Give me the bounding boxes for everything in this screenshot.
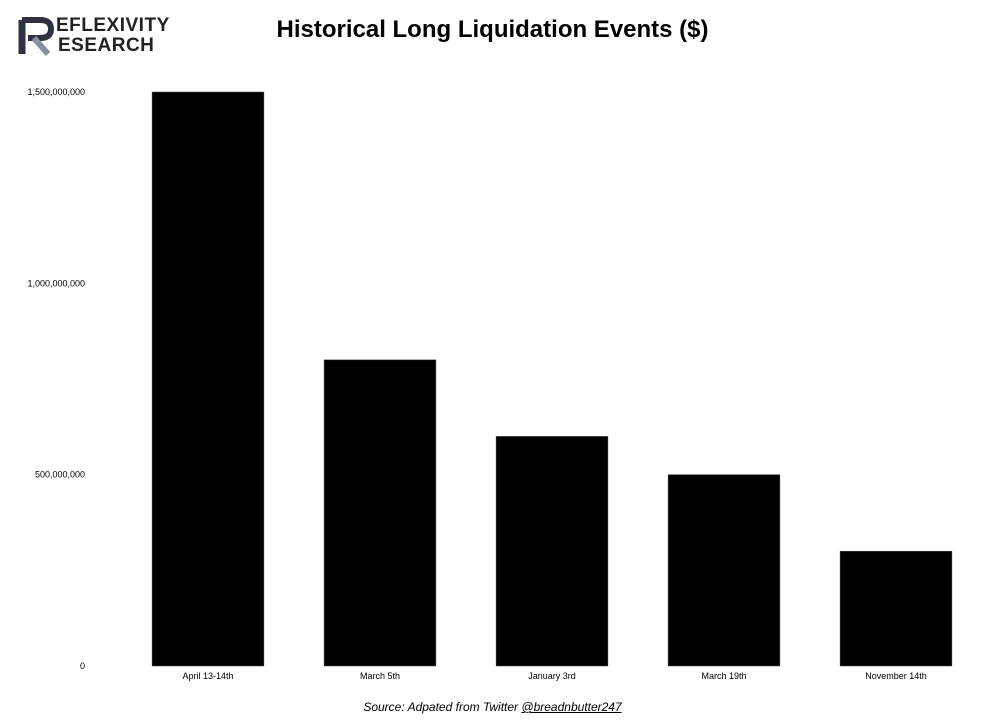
source-prefix: Source: Adpated from Twitter	[363, 700, 522, 714]
r-logo-mark-icon	[18, 17, 55, 56]
y-tick-label: 500,000,000	[35, 470, 85, 480]
y-tick-label: 0	[80, 661, 85, 671]
x-tick-label: November 14th	[865, 671, 927, 681]
bar	[495, 436, 609, 667]
source-handle-link[interactable]: @breadnbutter247	[521, 700, 622, 714]
x-tick-label: March 19th	[701, 671, 746, 681]
bar	[323, 359, 437, 667]
y-tick-label: 1,000,000,000	[27, 278, 85, 288]
reflexivity-research-logo: EFLEXIVITY ESEARCH	[18, 14, 188, 58]
source-note: Source: Adpated from Twitter @breadnbutt…	[0, 700, 985, 714]
logo-word-line2: ESEARCH	[58, 35, 155, 56]
bar	[839, 550, 953, 667]
y-tick-label: 1,500,000,000	[27, 87, 85, 97]
bar	[151, 91, 265, 667]
x-tick-label: March 5th	[360, 671, 400, 681]
x-tick-label: January 3rd	[528, 671, 576, 681]
logo-word-line1: EFLEXIVITY	[56, 15, 170, 36]
x-tick-label: April 13-14th	[182, 671, 233, 681]
chart-title: Historical Long Liquidation Events ($)	[276, 16, 709, 43]
bar	[667, 474, 781, 667]
